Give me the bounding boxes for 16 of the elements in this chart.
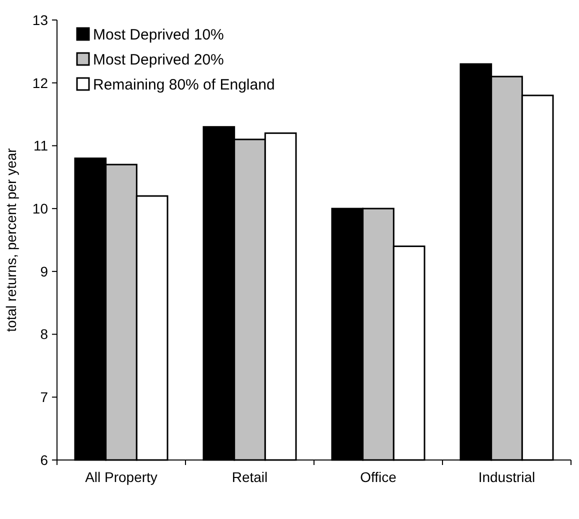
x-tick-label: Office [360,469,397,485]
y-tick-label: 9 [40,263,48,280]
y-axis-title: total returns, percent per year [3,148,19,332]
y-tick-label: 10 [32,200,48,216]
x-tick-label: All Property [85,469,158,485]
legend-label: Remaining 80% of England [93,76,275,94]
y-tick-label: 12 [32,74,48,91]
y-tick-label: 7 [40,389,48,406]
x-tick-label: Industrial [478,469,536,485]
x-tick-label: Retail [232,469,268,485]
y-tick-label: 11 [33,138,48,154]
y-tick-label: 6 [40,452,48,468]
legend-label: Most Deprived 20% [93,51,224,68]
legend-label: Most Deprived 10% [93,26,224,44]
y-tick-label: 13 [32,12,48,28]
y-tick-label: 8 [40,326,48,342]
